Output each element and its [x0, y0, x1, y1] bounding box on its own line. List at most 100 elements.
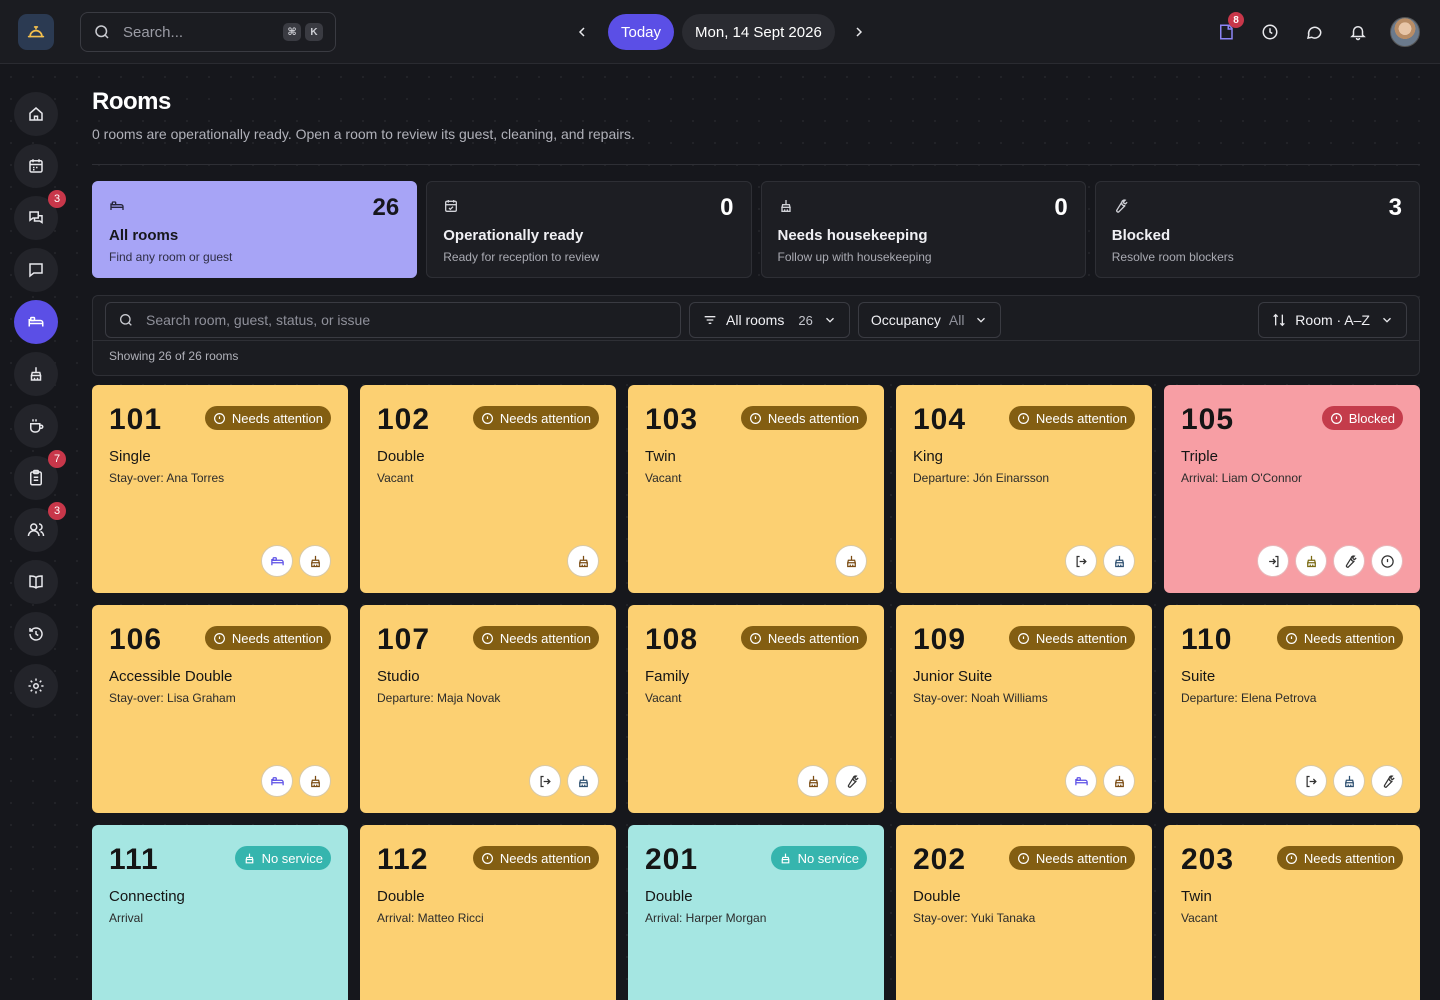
occupancy-filter-dropdown[interactable]: Occupancy All — [857, 302, 1002, 338]
sidebar-item-breakfast[interactable] — [14, 404, 58, 448]
message-circle-icon — [1306, 26, 1322, 39]
wrench-icon — [1383, 774, 1395, 788]
room-card[interactable]: 105 Blocked Triple Arrival: Liam O'Conno… — [1164, 385, 1420, 593]
next-day-button[interactable] — [845, 18, 873, 46]
housekeeping-button[interactable] — [567, 765, 599, 797]
departure-button[interactable] — [1065, 545, 1097, 577]
status-badge: No service — [234, 846, 331, 870]
sidebar-item-guide[interactable] — [14, 560, 58, 604]
room-card[interactable]: 107 Needs attention Studio Departure: Ma… — [360, 605, 616, 813]
room-occupancy: Departure: Jón Einarsson — [913, 471, 1050, 485]
stat-description: Follow up with housekeeping — [777, 250, 932, 264]
stat-card-all-rooms[interactable]: 26 All rooms Find any room or guest — [92, 181, 418, 278]
sidebar-item-calendar[interactable] — [14, 144, 58, 188]
room-occupancy: Arrival: Liam O'Connor — [1181, 471, 1302, 485]
alert-circle-icon — [213, 632, 225, 644]
alert-circle-icon — [1380, 554, 1394, 568]
sidebar-item-messages[interactable] — [14, 248, 58, 292]
stat-card-operationally-ready[interactable]: 0 Operationally ready Ready for receptio… — [426, 181, 752, 278]
search-icon — [120, 314, 132, 326]
status-badge: Needs attention — [1276, 846, 1403, 870]
wrench-icon — [1345, 554, 1357, 568]
filter-row: Search room, guest, status, or issue All… — [105, 302, 1407, 338]
maintenance-button[interactable] — [1333, 545, 1365, 577]
sidebar-item-housekeeping[interactable] — [14, 352, 58, 396]
sidebar-item-history[interactable] — [14, 612, 58, 656]
arrival-button[interactable] — [1257, 545, 1289, 577]
stat-card-needs-housekeeping[interactable]: 0 Needs housekeeping Follow up with hous… — [760, 181, 1086, 278]
stay-over-button[interactable] — [261, 545, 293, 577]
maintenance-button[interactable] — [1371, 765, 1403, 797]
housekeeping-button[interactable] — [835, 545, 867, 577]
coffee-icon — [30, 419, 44, 433]
status-badge: Blocked — [1321, 406, 1403, 430]
housekeeping-button[interactable] — [1295, 545, 1327, 577]
room-card[interactable]: 101 Needs attention Single Stay-over: An… — [92, 385, 348, 593]
sidebar-item-home[interactable] — [14, 92, 58, 136]
housekeeping-button[interactable] — [299, 545, 331, 577]
housekeeping-button[interactable] — [1103, 545, 1135, 577]
room-card[interactable]: 104 Needs attention King Departure: Jón … — [896, 385, 1152, 593]
status-text: No service — [261, 850, 323, 866]
sort-dropdown[interactable]: Room · A–Z — [1258, 302, 1407, 338]
housekeeping-button[interactable] — [1103, 765, 1135, 797]
scope-filter-dropdown[interactable]: All rooms 26 — [689, 302, 850, 338]
housekeeping-button[interactable] — [299, 765, 331, 797]
room-search-input[interactable]: Search room, guest, status, or issue — [105, 302, 681, 338]
sidebar-item-guests[interactable]: 3 — [14, 502, 66, 552]
sidebar-item-settings[interactable] — [14, 664, 58, 708]
notifications-button[interactable] — [1340, 14, 1376, 50]
alert-circle-icon — [1330, 412, 1342, 424]
room-type: Accessible Double — [109, 668, 233, 685]
user-avatar[interactable] — [1390, 17, 1420, 47]
stat-label: Blocked — [1111, 227, 1171, 244]
room-card[interactable]: 203 Needs attention Twin Vacant — [1164, 825, 1420, 1000]
tasks-button[interactable]: 8 — [1208, 12, 1244, 50]
stay-over-button[interactable] — [261, 765, 293, 797]
sidebar-item-conversations[interactable]: 3 — [14, 190, 66, 240]
room-card[interactable]: 109 Needs attention Junior Suite Stay-ov… — [896, 605, 1152, 813]
room-number: 101 — [109, 403, 163, 436]
room-occupancy: Arrival — [109, 911, 144, 925]
room-card[interactable]: 106 Needs attention Accessible Double St… — [92, 605, 348, 813]
maintenance-button[interactable] — [835, 765, 867, 797]
housekeeping-button[interactable] — [797, 765, 829, 797]
previous-day-button[interactable] — [568, 18, 596, 46]
room-card[interactable]: 108 Needs attention Family Vacant — [628, 605, 884, 813]
room-occupancy: Vacant — [645, 471, 682, 485]
today-button[interactable]: Today — [608, 14, 675, 50]
housekeeping-icon — [578, 775, 588, 787]
date-picker-button[interactable]: Mon, 14 Sept 2026 — [682, 14, 835, 50]
room-card[interactable]: 111 No service Connecting Arrival — [92, 825, 348, 1000]
stat-card-blocked[interactable]: 3 Blocked Resolve room blockers — [1094, 181, 1420, 278]
global-search[interactable]: Search... ⌘ K — [80, 12, 336, 52]
issue-button[interactable] — [1371, 545, 1403, 577]
room-card[interactable]: 201 No service Double Arrival: Harper Mo… — [628, 825, 884, 1000]
messages-button[interactable] — [1296, 14, 1332, 50]
stay-over-button[interactable] — [1065, 765, 1097, 797]
hotel-logo[interactable] — [18, 14, 54, 50]
history-button[interactable] — [1252, 14, 1288, 50]
housekeeping-icon — [1344, 775, 1354, 787]
chevron-down-icon — [1383, 317, 1391, 323]
room-number: 202 — [913, 843, 967, 876]
home-icon — [29, 107, 43, 121]
status-text: No service — [797, 850, 859, 866]
sort-label: Room · A–Z — [1295, 312, 1370, 328]
departure-button[interactable] — [529, 765, 561, 797]
housekeeping-button[interactable] — [1333, 765, 1365, 797]
housekeeping-button[interactable] — [567, 545, 599, 577]
sidebar-item-tasks[interactable]: 7 — [14, 450, 66, 500]
status-badge: Needs attention — [204, 626, 331, 650]
page-title: Rooms — [92, 88, 171, 115]
room-card[interactable]: 202 Needs attention Double Stay-over: Yu… — [896, 825, 1152, 1000]
alert-circle-icon — [749, 412, 761, 424]
alert-circle-icon — [1017, 632, 1029, 644]
departure-button[interactable] — [1295, 765, 1327, 797]
room-card[interactable]: 112 Needs attention Double Arrival: Matt… — [360, 825, 616, 1000]
room-card[interactable]: 103 Needs attention Twin Vacant — [628, 385, 884, 593]
room-card[interactable]: 102 Needs attention Double Vacant — [360, 385, 616, 593]
housekeeping-icon — [1306, 555, 1316, 567]
sidebar-item-rooms[interactable] — [14, 300, 58, 344]
room-card[interactable]: 110 Needs attention Suite Departure: Ele… — [1164, 605, 1420, 813]
